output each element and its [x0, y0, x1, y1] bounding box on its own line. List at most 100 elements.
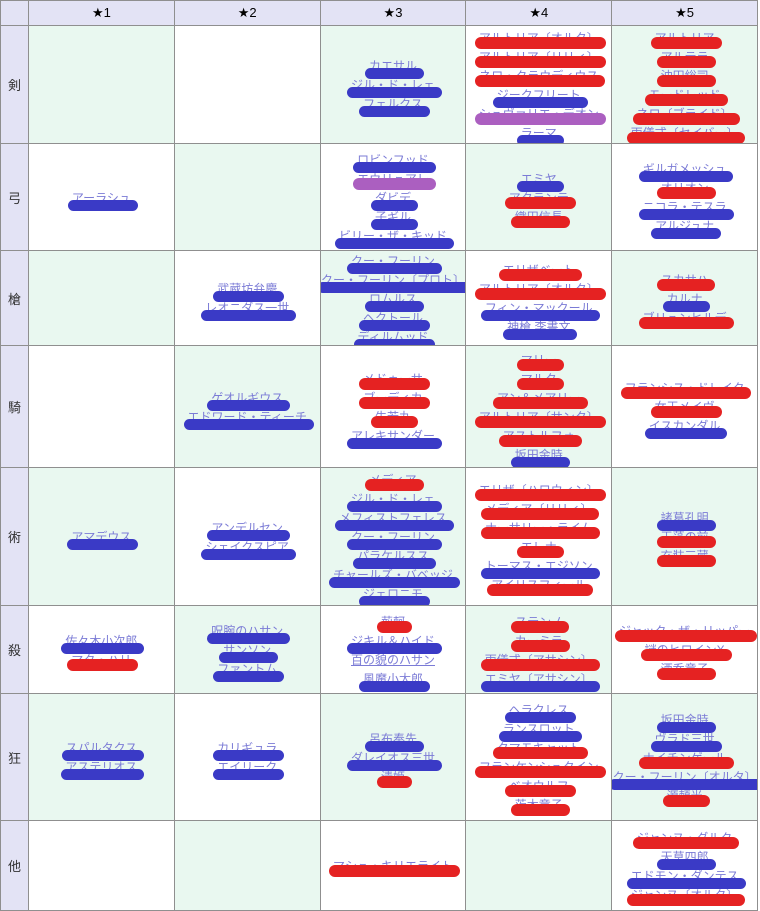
servant-link[interactable]: サンソン — [219, 641, 279, 663]
servant-link[interactable]: ネロ〔ブライド〕 — [632, 105, 740, 125]
servant-link[interactable]: カーミラ — [510, 632, 570, 652]
servant-link[interactable]: 織田信長 — [510, 208, 570, 228]
servant-link[interactable]: エリザベート — [498, 261, 582, 281]
servant-link[interactable]: アルトリア — [650, 29, 722, 49]
servant-link[interactable]: アルトリア〔オルタ〕 — [474, 29, 606, 49]
servant-link[interactable]: アンデルセン — [207, 519, 290, 541]
servant-link[interactable]: 両儀式〔アサシン〕 — [480, 651, 600, 671]
servant-link[interactable]: ジキル＆ハイド — [347, 632, 442, 654]
servant-link[interactable]: ビリー・ザ・キッド — [334, 227, 455, 249]
servant-link[interactable]: ギルガメッシュ — [638, 160, 734, 182]
servant-link[interactable]: ジャンヌ・ダルク — [632, 829, 740, 849]
servant-link[interactable]: 風魔小太郎 — [358, 670, 431, 692]
servant-link[interactable]: ブーディカ — [359, 389, 430, 409]
servant-link[interactable]: マリー — [516, 351, 564, 371]
servant-link[interactable]: アストルフォ — [498, 427, 582, 447]
servant-link[interactable]: ダレイオス三世 — [346, 749, 443, 771]
servant-link[interactable]: フランケンシュタイン — [474, 758, 606, 778]
servant-link[interactable]: アルテラ — [656, 48, 716, 68]
servant-link[interactable]: 源頼光 — [662, 787, 710, 807]
servant-link[interactable]: カエサル — [364, 57, 425, 79]
servant-link[interactable]: 坂田金時 — [510, 446, 570, 467]
servant-link[interactable]: ディルムッド — [353, 328, 436, 345]
servant-link[interactable]: マタ・ハリ — [67, 651, 139, 671]
servant-link[interactable]: ジークフリート — [492, 86, 588, 108]
servant-link[interactable]: ベオウルフ — [504, 777, 576, 797]
servant-link[interactable]: 諸葛孔明 — [656, 509, 716, 531]
servant-link[interactable]: エリザ〔ハロウィン〕 — [474, 481, 606, 501]
servant-link[interactable]: アレキサンダー — [346, 427, 443, 449]
servant-link[interactable]: カリギュラ — [213, 739, 285, 761]
servant-link[interactable]: ジル・ド・レェ — [346, 490, 443, 512]
servant-link[interactable]: エイリーク — [213, 758, 285, 780]
servant-link[interactable]: 清姫 — [376, 768, 413, 788]
servant-link[interactable]: ステンノ — [511, 613, 570, 633]
servant-link[interactable]: クー・フーリン〔オルタ〕 — [612, 768, 758, 790]
servant-link[interactable]: エレナ — [516, 538, 564, 558]
servant-link[interactable]: 天草四郎 — [656, 848, 716, 870]
servant-link[interactable]: アルトリア〔オルタ〕 — [474, 280, 606, 300]
servant-link[interactable]: メフィストフェレス — [335, 509, 454, 531]
servant-link[interactable]: ランスロット — [498, 720, 582, 742]
servant-link[interactable]: メドゥーサ — [359, 370, 430, 390]
servant-link[interactable]: 神槍 李書文 — [503, 318, 578, 340]
servant-link[interactable]: ダビデ — [370, 189, 419, 211]
servant-link[interactable]: ジル・ド・レェ — [346, 76, 443, 98]
servant-link[interactable]: 百の貌のハサン — [350, 652, 435, 667]
servant-link[interactable]: エミヤ — [516, 170, 564, 192]
servant-link[interactable]: エミヤ〔アサシン〕 — [480, 670, 600, 692]
servant-link[interactable]: イスカンダル — [644, 417, 728, 439]
servant-link[interactable]: ヘラクレス — [504, 701, 576, 723]
servant-link[interactable]: 武蔵坊弁慶 — [213, 280, 285, 302]
servant-link[interactable]: 玄奘三蔵 — [656, 547, 716, 567]
servant-link[interactable]: メディア — [365, 471, 424, 491]
servant-link[interactable]: クー・フーリン〔プロト〕 — [320, 271, 466, 293]
servant-link[interactable]: 呪腕のハサン — [207, 622, 291, 644]
servant-link[interactable]: アルトリア〔サンタ〕 — [474, 408, 606, 428]
servant-link[interactable]: 子ギル — [370, 208, 419, 230]
servant-link[interactable]: ファントム — [213, 660, 285, 682]
servant-link[interactable]: ヘクトール — [358, 309, 431, 331]
servant-link[interactable]: 荊軻 — [376, 613, 413, 633]
servant-link[interactable]: アタランテ — [504, 189, 576, 209]
servant-link[interactable]: タマモキャット — [492, 739, 588, 759]
servant-link[interactable]: アマデウス — [67, 528, 139, 550]
servant-link[interactable]: アルジュナ — [651, 217, 722, 239]
servant-link[interactable]: パラケルスス — [352, 547, 437, 569]
servant-link[interactable]: フィン・マックール — [480, 299, 600, 321]
servant-link[interactable]: ジャック・ザ・リッパー — [614, 622, 758, 642]
servant-link[interactable]: ヴラド三世 — [650, 730, 722, 752]
servant-link[interactable]: エドモン・ダンテス — [626, 867, 746, 889]
servant-link[interactable]: シュヴァリエ・デオン — [474, 105, 606, 125]
servant-link[interactable]: ジェロニモ — [358, 585, 431, 605]
servant-link[interactable]: エウリュアレ — [353, 170, 436, 190]
servant-link[interactable]: ニコラ・テスラ — [638, 198, 734, 220]
servant-link[interactable]: ゲオルギウス — [207, 389, 291, 411]
servant-link[interactable]: 謎のヒロインX — [640, 641, 732, 661]
servant-link[interactable]: ナーサリー・ライム — [481, 519, 600, 539]
servant-link[interactable]: アイリスフィール — [487, 576, 594, 596]
servant-link[interactable]: ロビンフッド — [353, 151, 436, 173]
servant-link[interactable]: 女王メイヴ — [650, 398, 722, 418]
servant-link[interactable]: 沖田総司 — [656, 67, 716, 87]
servant-link[interactable]: 両儀式〔セイバー〕 — [626, 124, 746, 143]
servant-link[interactable]: フェルクス — [359, 95, 430, 117]
servant-link[interactable]: メディア〔リリィ〕 — [481, 500, 600, 520]
servant-link[interactable]: マシュ・キリエライト — [328, 857, 461, 877]
servant-link[interactable]: エドワード・ティーチ — [183, 408, 315, 430]
servant-link[interactable]: スパルタクス — [61, 739, 144, 761]
servant-link[interactable]: ロムルス — [364, 290, 425, 312]
servant-link[interactable]: フランシス・ドレイク — [620, 379, 752, 399]
servant-link[interactable]: スカサハ — [656, 271, 715, 291]
servant-link[interactable]: トーマス・エジソン — [480, 557, 600, 579]
servant-link[interactable]: ナイチンゲール — [638, 749, 734, 769]
servant-link[interactable]: モードレッド — [644, 86, 728, 106]
servant-link[interactable]: クー・フーリン — [346, 252, 443, 274]
servant-link[interactable]: アン＆メアリー — [493, 389, 588, 409]
servant-link[interactable]: 牛若丸 — [370, 408, 419, 428]
servant-link[interactable]: 呂布奉先 — [364, 730, 425, 752]
servant-link[interactable]: クー・フーリン — [346, 528, 443, 550]
servant-link[interactable]: シェイクスピア — [201, 538, 297, 560]
servant-link[interactable]: オリオン — [656, 179, 716, 199]
servant-link[interactable]: アステリオス — [61, 758, 145, 780]
